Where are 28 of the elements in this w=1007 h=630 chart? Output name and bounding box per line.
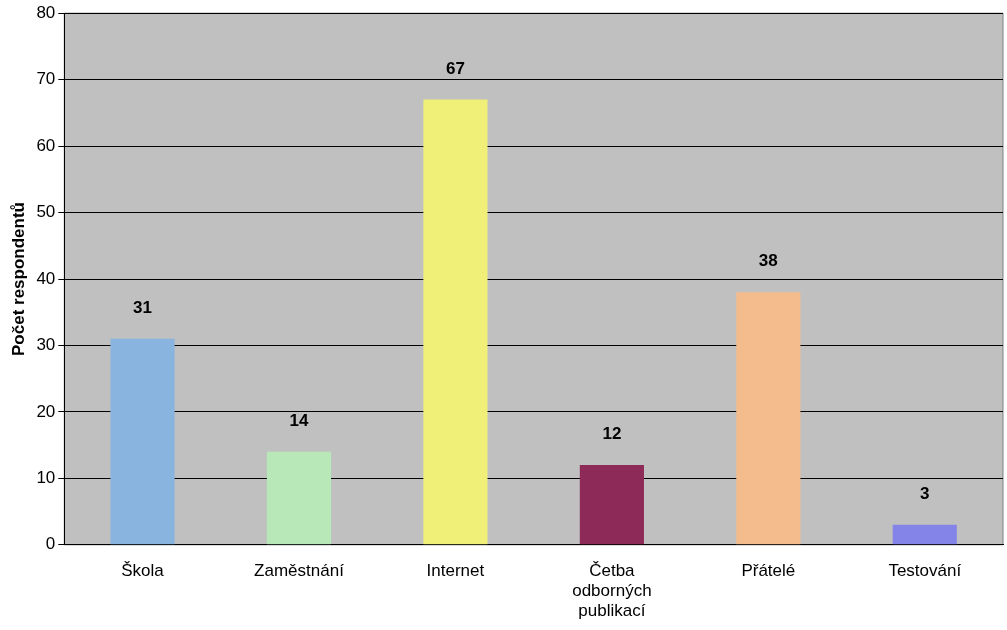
y-tick-label: 60 xyxy=(36,135,56,155)
x-tick-label: Škola xyxy=(121,560,165,580)
bar xyxy=(110,338,175,545)
y-axis-title: Počet respondentů xyxy=(8,202,28,356)
y-tick-label: 40 xyxy=(36,268,56,288)
y-tick-label: 0 xyxy=(45,534,56,554)
x-tick-label: Internet xyxy=(426,560,485,580)
data-label: 67 xyxy=(445,58,465,78)
y-tick-label: 80 xyxy=(36,2,56,22)
x-tick-label: Zaměstnání xyxy=(254,560,345,580)
data-label: 31 xyxy=(133,297,152,317)
bar xyxy=(579,465,644,545)
x-tick-label: Přátelé xyxy=(741,560,796,580)
data-label: 3 xyxy=(920,484,930,504)
y-tick-label: 10 xyxy=(36,468,56,488)
data-label: 12 xyxy=(602,424,622,444)
data-label: 14 xyxy=(289,410,309,430)
y-tick-label: 70 xyxy=(36,69,56,89)
x-tick-label: Testování xyxy=(888,560,962,580)
bar xyxy=(892,524,957,545)
bar xyxy=(266,451,332,545)
y-tick-label: 50 xyxy=(36,202,56,222)
bar xyxy=(736,292,801,545)
y-tick-label: 20 xyxy=(36,401,56,421)
x-tick-label: Četba odborných publikací xyxy=(572,560,652,621)
y-tick-label: 30 xyxy=(36,335,56,355)
data-label: 38 xyxy=(758,251,778,271)
bar xyxy=(423,99,488,545)
